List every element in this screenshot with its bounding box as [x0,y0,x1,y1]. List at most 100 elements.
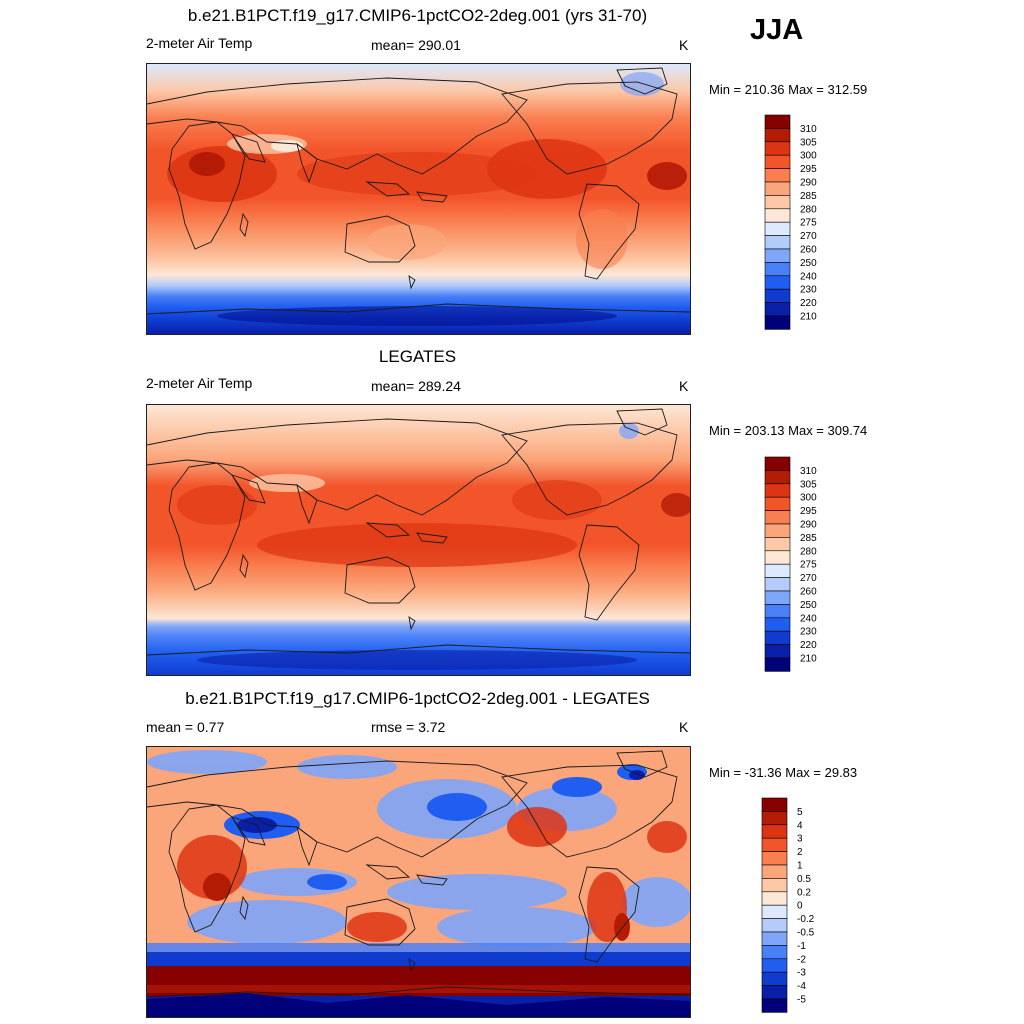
panel-3-mean-label: mean = 0.77 [146,719,225,735]
panel-1-colorbar-box [764,168,791,183]
panel-2-colorbar-box [764,483,791,498]
panel-3-colorbar-box [761,824,788,839]
panel-2-colorbar-label: 250 [800,600,817,611]
panel-2-colorbar-box [764,537,791,552]
panel-3-colorbar-box [761,998,788,1013]
panel-1-colorbar-box [764,262,791,277]
panel-1-colorbar-label: 250 [800,258,817,269]
panel-3-colorbar-label: 4 [797,820,803,831]
panel-3-colorbar-box [761,918,788,933]
panel-2-colorbar-box [764,496,791,511]
panel-2-colorbar-box [764,644,791,659]
panel-3-map [146,746,691,1018]
panel-3-colorbar-box [761,958,788,973]
panel-2-colorbar-box [764,470,791,485]
panel-1-colorbar-box [764,195,791,210]
panel-3-colorbar-box [761,904,788,919]
panel-2-colorbar-label: 230 [800,627,817,638]
panel-3-minmax: Min = -31.36 Max = 29.83 [709,765,858,780]
panel-1-colorbar-box [764,128,791,143]
panel-2-colorbar-label: 220 [800,640,817,651]
panel-3-colorbar-svg: 5 4 3 2 1 0.5 0.2 0 -0.2 -0.5 -1 -2 -3 -4 -5 [761,797,815,1013]
panel-2-colorbar-label: 305 [800,479,817,490]
panel-2-units: K [679,378,689,394]
panel-2-colorbar-label: 290 [800,520,817,531]
panel-2-colorbar-box [764,523,791,538]
panel-2-colorbar-label: 295 [800,506,817,517]
panel-2-variable-label: 2-meter Air Temp [146,375,253,391]
panel-2-colorbar-box [764,577,791,592]
panel-1-colorbar-box [764,288,791,303]
panel-3-colorbar-label: -5 [797,995,806,1006]
panel-1-colorbar-box [764,181,791,196]
panel-2-colorbar-box [764,590,791,605]
panel-1-colorbar-box [764,235,791,250]
panel-2-colorbar-box [764,604,791,619]
panel-3-colorbar-box [761,931,788,946]
panel-1-colorbar-label: 285 [800,191,817,202]
panel-3-colorbar-box [761,985,788,1000]
panel-1-colorbar-label: 210 [800,312,817,323]
panel-2-colorbar-label: 280 [800,546,817,557]
panel-2-colorbar-label: 260 [800,587,817,598]
observed-temperature-map [147,405,690,675]
panel-1-colorbar-label: 305 [800,137,817,148]
panel-1-colorbar-box [764,275,791,290]
panel-1-colorbar-svg: 310 305 300 295 290 285 280 275 270 260 250 240 230 2… [764,114,817,330]
panel-3-colorbar-label: -2 [797,954,806,965]
panel-1-title: b.e21.B1PCT.f19_g17.CMIP6-1pctCO2-2deg.0… [187,6,648,25]
panel-2-colorbar: 310 305 300 295 290 285 280 275 270 260 250 240 230 2… [764,456,825,672]
panel-1-variable-label: 2-meter Air Temp [146,35,253,51]
panel-3-colorbar-box [761,945,788,960]
panel-2-colorbar-label: 300 [800,493,817,504]
panel-2-colorbar-box [764,563,791,578]
panel-2-minmax: Min = 203.13 Max = 309.74 [709,423,868,438]
panel-3-colorbar-label: -3 [797,968,806,979]
panel-1-colorbar-box [764,315,791,330]
panel-1-colorbar-label: 300 [800,151,817,162]
panel-2-colorbar-box [764,657,791,672]
panel-2-map [146,404,691,676]
panel-3-units: K [679,719,689,735]
panel-2-colorbar-svg: 310 305 300 295 290 285 280 275 270 260 250 240 230 2… [764,456,817,672]
model-temperature-map [147,64,690,334]
panel-1-colorbar-label: 270 [800,231,817,242]
panel-1-mean-label: mean= 290.01 [371,37,461,53]
panel-1-colorbar-label: 230 [800,285,817,296]
panel-2-colorbar-box [764,456,791,471]
panel-1-map [146,63,691,335]
panel-3-colorbar-label: 0.5 [797,874,811,885]
panel-2-colorbar-label: 285 [800,533,817,544]
panel-3-colorbar-box [761,811,788,826]
panel-3-colorbar-box [761,851,788,866]
panel-3-colorbar-label: -1 [797,941,806,952]
season-label: JJA [750,14,804,46]
panel-2-colorbar-label: 210 [800,654,817,665]
panel-1-colorbar-box [764,154,791,169]
panel-2-coastlines [147,408,690,656]
panel-3-colorbar-box [761,891,788,906]
panel-3-title: b.e21.B1PCT.f19_g17.CMIP6-1pctCO2-2deg.0… [185,689,650,708]
panel-3-colorbar-label: -0.2 [797,914,815,925]
panel-3-colorbar-label: 2 [797,847,803,858]
panel-3-colorbar-label: 0 [797,901,803,912]
panel-3-rmse-label: rmse = 3.72 [371,719,446,735]
panel-1-colorbar-box [764,248,791,263]
difference-map [147,747,690,1017]
panel-2-colorbar-label: 240 [800,613,817,624]
panel-2-colorbar-label: 270 [800,573,817,584]
panel-2-colorbar-label: 275 [800,560,817,571]
panel-3-colorbar-box [761,837,788,852]
panel-3-colorbar-label: 3 [797,834,803,845]
panel-1-colorbar-label: 220 [800,298,817,309]
panel-2-colorbar-box [764,510,791,525]
panel-3-coastlines [147,750,690,998]
panel-2-colorbar-box [764,630,791,645]
panel-1-colorbar-box [764,208,791,223]
panel-2-colorbar-box [764,617,791,632]
panel-1-minmax: Min = 210.36 Max = 312.59 [709,82,868,97]
panel-1-colorbar-label: 310 [800,124,817,135]
panel-3-colorbar: 5 4 3 2 1 0.5 0.2 0 -0.2 -0.5 -1 -2 -3 -4 -5 [761,797,822,1013]
panel-3-colorbar-label: 1 [797,861,803,872]
panel-1-colorbar-label: 280 [800,204,817,215]
